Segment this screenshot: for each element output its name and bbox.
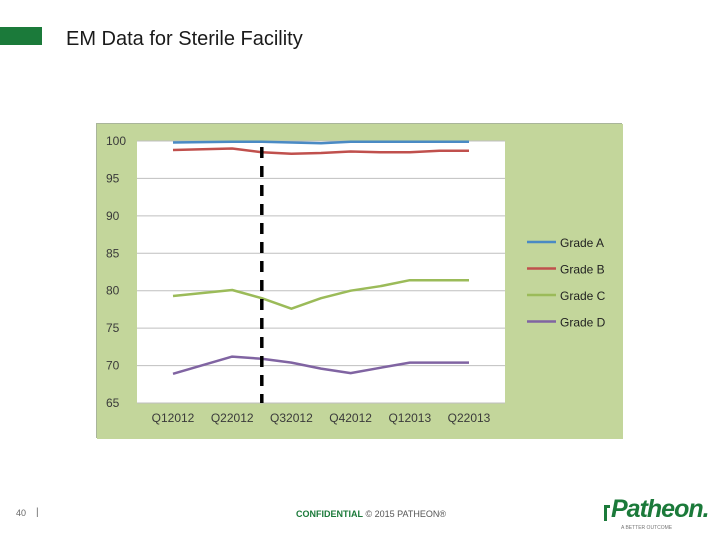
line-chart: 65 70 75 80 85 90 95 100 Q12012 Q22012 Q32012 Q4201… — [97, 124, 623, 439]
y-tick-label: 95 — [106, 171, 120, 185]
footer-confidential: CONFIDENTIAL © 2015 PATHEON® — [296, 509, 446, 519]
logo-text: Patheon. — [611, 495, 710, 523]
y-tick-label: 80 — [106, 284, 120, 298]
page-number: 40 — [16, 508, 27, 518]
series-line-grade-d — [172, 355, 469, 376]
x-tick-label: Q42012 — [329, 411, 372, 425]
x-tick-label: Q22013 — [448, 411, 491, 425]
y-tick-label: 85 — [106, 246, 120, 260]
y-tick-label: 70 — [106, 359, 120, 373]
patheon-logo: Patheon. A BETTER OUTCOME — [603, 495, 710, 535]
chart-panel: 65 70 75 80 85 90 95 100 Q12012 Q22012 Q32012 Q4201… — [96, 123, 623, 439]
y-tick-label: 75 — [106, 321, 120, 335]
x-tick-label: Q12013 — [388, 411, 431, 425]
x-tick-label: Q12012 — [152, 411, 195, 425]
logo-mark-icon — [603, 503, 611, 523]
y-tick-label: 90 — [106, 209, 120, 223]
y-tick-label: 100 — [106, 134, 126, 148]
y-tick-label: 65 — [106, 396, 120, 410]
legend-label: Grade C — [560, 289, 606, 303]
copyright-text: © 2015 PATHEON® — [365, 509, 446, 519]
x-tick-label: Q22012 — [211, 411, 254, 425]
title-accent-bar — [0, 27, 42, 45]
x-tick-label: Q32012 — [270, 411, 313, 425]
series-line-grade-c — [172, 278, 469, 310]
footer-separator: | — [36, 507, 39, 518]
confidential-label: CONFIDENTIAL — [296, 509, 363, 519]
series-line-grade-a — [172, 140, 469, 145]
plot-area — [137, 141, 505, 403]
legend-label: Grade A — [560, 236, 604, 250]
series-line-grade-b — [172, 147, 469, 155]
logo-tagline: A BETTER OUTCOME — [621, 525, 673, 531]
slide-title: EM Data for Sterile Facility — [66, 28, 303, 50]
legend-label: Grade D — [560, 316, 606, 330]
legend-label: Grade B — [560, 263, 605, 277]
